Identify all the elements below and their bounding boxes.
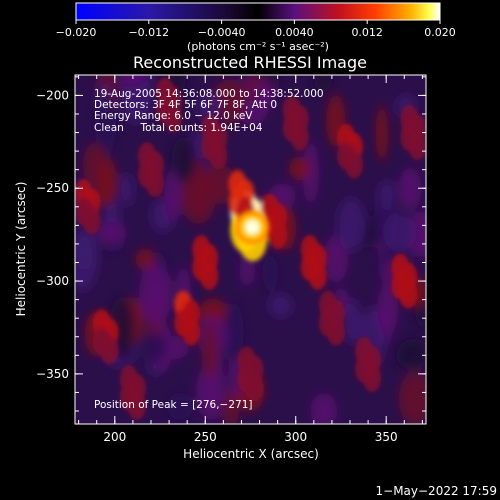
y-tick-label: −350 — [36, 367, 69, 381]
x-tick-label: 200 — [103, 430, 126, 444]
x-axis: 200 250 300 350 — [78, 75, 423, 444]
texture-blob — [399, 167, 422, 210]
colorbar-tick-label: 0.012 — [351, 26, 383, 39]
texture-blob — [396, 338, 426, 369]
colorbar-tick-label: 0.020 — [424, 26, 456, 39]
y-tick-label: −300 — [36, 274, 69, 288]
emission-source — [145, 169, 164, 198]
texture-blob — [119, 75, 147, 88]
annotation-time: 19-Aug-2005 14:36:08.000 to 14:38:52.000 — [94, 88, 324, 100]
chart-title: Reconstructed RHESSI Image — [133, 53, 367, 72]
texture-blob — [211, 79, 248, 124]
texture-blob — [119, 172, 134, 208]
x-tick-label: 350 — [375, 430, 398, 444]
emission-source — [182, 317, 201, 346]
emission-source — [345, 150, 364, 179]
texture-blob — [343, 299, 362, 345]
emission-source — [245, 373, 264, 402]
emission-source — [200, 261, 219, 290]
emission-sources — [75, 77, 426, 420]
texture-blob — [96, 221, 127, 245]
annotation-energy: Energy Range: 6.0 − 12.0 keV — [94, 110, 253, 122]
x-axis-label: Heliocentric X (arcsec) — [183, 447, 319, 461]
emission-source — [209, 141, 228, 170]
texture-blob — [377, 283, 398, 336]
y-tick-label: −250 — [36, 181, 69, 195]
emission-source — [363, 364, 382, 393]
texture-blob — [196, 362, 225, 421]
texture-blob — [323, 235, 349, 283]
texture-blob — [75, 226, 97, 271]
peak-center — [245, 220, 260, 235]
texture-blob — [196, 91, 221, 122]
texture-blob — [201, 323, 218, 379]
emission-source — [164, 104, 183, 133]
emission-source — [399, 280, 418, 309]
texture-blob — [204, 163, 236, 205]
texture-blob — [310, 393, 338, 424]
texture-blob — [398, 372, 426, 424]
texture-blob — [119, 75, 155, 124]
y-axis-label: Heliocentric Y (arcsec) — [14, 182, 28, 317]
texture-blob — [314, 75, 333, 93]
texture-blob — [383, 212, 416, 252]
colorbar-tick-label: −0.012 — [128, 26, 169, 39]
texture-blob — [166, 392, 194, 420]
texture-blob — [139, 263, 173, 326]
texture-blob — [302, 141, 319, 205]
heatmap-area — [75, 75, 426, 424]
x-tick-label: 250 — [194, 430, 217, 444]
emission-source — [100, 336, 119, 365]
emission-source — [308, 261, 327, 290]
texture-blob — [253, 79, 277, 107]
colorbar-tick-label: −0.020 — [56, 26, 97, 39]
emission-source — [127, 391, 146, 420]
emission-source — [326, 317, 345, 346]
colorbar-tick-label: 0.0040 — [275, 26, 314, 39]
texture-blob — [377, 179, 396, 211]
texture-blob — [375, 104, 388, 162]
texture-blob — [262, 254, 278, 292]
footer-date: 1−May−2022 17:59 — [376, 484, 498, 498]
texture-blob — [139, 332, 169, 362]
texture-blob — [164, 169, 182, 222]
emission-source — [408, 132, 426, 161]
colorbar-ticks: −0.020 −0.012 −0.0040 0.0040 0.012 0.020 — [56, 20, 456, 39]
annotation-peak-position: Position of Peak = [276,−271] — [94, 399, 253, 411]
texture-blob — [289, 156, 310, 181]
emission-source — [82, 206, 101, 235]
emission-source — [290, 122, 309, 151]
annotation-clean: Clean Total counts: 1.94E+04 — [94, 122, 263, 134]
texture-blob — [223, 302, 244, 364]
annotations: 19-Aug-2005 14:36:08.000 to 14:38:52.000… — [94, 88, 324, 411]
texture-blob — [171, 137, 196, 183]
colorbar-units: (photons cm⁻² s⁻¹ asec⁻²) — [187, 40, 329, 53]
texture-blob — [95, 94, 117, 155]
texture-blob — [268, 293, 293, 318]
texture-blob — [222, 389, 240, 424]
colorbar: −0.020 −0.012 −0.0040 0.0040 0.012 0.020 (pho… — [56, 2, 456, 53]
annotation-detectors: Detectors: 3F 4F 5F 6F 7F 8F, Att 0 — [94, 99, 277, 111]
texture-blob — [135, 248, 156, 270]
y-axis: −200 −250 −300 −350 — [36, 76, 426, 412]
plot-frame — [74, 74, 427, 425]
emission-source — [269, 221, 288, 250]
x-tick-label: 300 — [284, 430, 307, 444]
peak-core — [235, 210, 270, 245]
y-tick-label: −200 — [36, 88, 69, 102]
texture-blob — [336, 197, 366, 252]
texture-blob — [239, 255, 255, 287]
background-texture — [75, 75, 426, 424]
colorbar-gradient — [75, 2, 441, 21]
texture-blob — [82, 142, 107, 187]
colorbar-tick-label: −0.0040 — [198, 26, 246, 39]
